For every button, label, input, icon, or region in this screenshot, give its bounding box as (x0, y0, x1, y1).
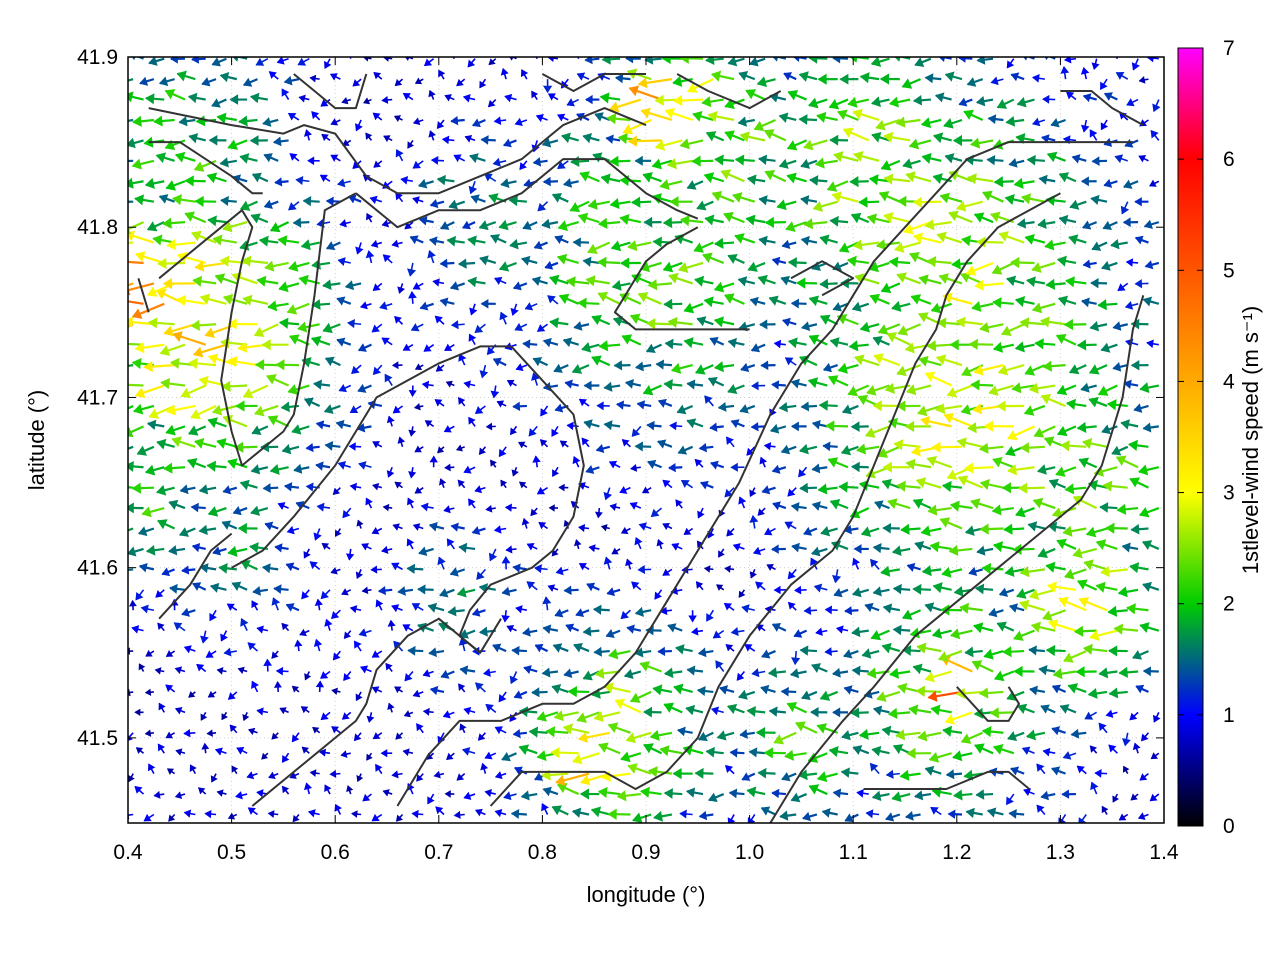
x-tick-label: 0.9 (631, 841, 660, 864)
colorbar-title: 1stlevel-wind speed (m s⁻¹) (1238, 306, 1263, 574)
colorbar-tick-label: 0 (1223, 815, 1235, 838)
x-tick-label: 1.0 (735, 841, 764, 864)
y-tick-label: 41.5 (77, 727, 118, 750)
x-tick-label: 1.2 (942, 841, 971, 864)
colorbar-tick-label: 4 (1223, 370, 1235, 393)
x-tick-label: 1.1 (839, 841, 868, 864)
colorbar-tick-label: 6 (1223, 148, 1235, 171)
colorbar-tick-label: 2 (1223, 593, 1235, 616)
colorbar-tick-label: 5 (1223, 259, 1235, 282)
y-tick-label: 41.8 (77, 216, 118, 239)
colorbar-tick-label: 7 (1223, 37, 1235, 60)
x-tick-label: 1.3 (1046, 841, 1075, 864)
y-tick-label: 41.7 (77, 386, 118, 409)
colorbar-gradient (1178, 48, 1203, 826)
x-axis-title: longitude (°) (587, 882, 706, 907)
x-tick-label: 0.8 (528, 841, 557, 864)
y-tick-label: 41.9 (77, 46, 118, 69)
x-tick-label: 0.5 (217, 841, 246, 864)
x-tick-label: 0.7 (424, 841, 453, 864)
x-tick-label: 1.4 (1149, 841, 1179, 864)
colorbar-tick-label: 1 (1223, 704, 1235, 727)
y-tick-label: 41.6 (77, 557, 118, 580)
colorbar-tick-label: 3 (1223, 482, 1235, 505)
x-tick-label: 0.4 (113, 841, 143, 864)
x-tick-label: 0.6 (321, 841, 350, 864)
y-axis-title: latitude (°) (24, 390, 49, 491)
